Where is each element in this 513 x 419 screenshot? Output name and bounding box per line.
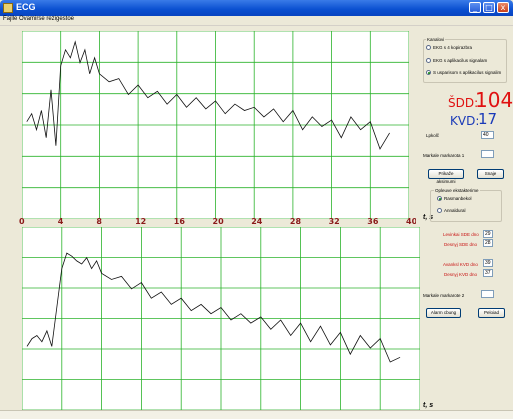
kvd-value: 17	[478, 110, 498, 128]
save-button[interactable]: Snaje	[477, 169, 504, 179]
ecg-chart-upper	[21, 30, 410, 220]
show-button[interactable]: Prikaže aksimumi	[428, 169, 464, 184]
ecg-chart-lower	[21, 226, 421, 411]
x-axis-label-upper: t, s	[423, 214, 434, 221]
radio-ekg-4-label: EKG s 4 kopirazbra	[433, 45, 473, 50]
ecg-plot-lower	[21, 226, 421, 411]
channel-group-title: Kanalovi	[426, 37, 446, 42]
x-tick-label: 16	[174, 217, 186, 226]
minimize-button[interactable]: _	[469, 2, 481, 13]
field2-label: Desnyj SDE dno	[444, 242, 478, 247]
kvd-label: KVD:	[450, 114, 480, 128]
field4-label: Desnyj KVD dno	[444, 272, 478, 277]
radio-ekg-4[interactable]	[426, 45, 431, 50]
menu-bar: Fajlle Ovamirse rezigestoe	[0, 16, 513, 26]
radio-view-2-label: Annaldural	[444, 208, 466, 213]
title-bar: ECG _ □ x	[0, 0, 513, 16]
field4-input[interactable]: 37	[483, 269, 493, 277]
step-label: Lpkolč	[426, 133, 440, 138]
x-tick-label: 28	[290, 217, 302, 226]
x-tick-label: 0	[19, 217, 25, 226]
radio-comparison[interactable]	[426, 70, 431, 75]
status-bar	[0, 410, 513, 419]
x-tick-label: 12	[135, 217, 146, 226]
ecg-plot-upper	[21, 30, 410, 220]
x-axis-ticks: 0 4 8 12 16 20 24 28 32 36 40	[19, 217, 416, 226]
x-tick-label: 8	[96, 217, 102, 226]
app-icon	[3, 3, 13, 13]
view-group-title: Opleuve ekstakterime	[434, 188, 480, 193]
channel-groupbox: Kanalovi	[423, 37, 507, 83]
field1-input[interactable]: 29	[483, 230, 493, 238]
maximize-button[interactable]: □	[483, 2, 495, 13]
marker2-input[interactable]	[481, 290, 494, 298]
marker2-label: Markale markarote 2	[423, 293, 465, 298]
field3-input[interactable]: 39	[483, 259, 493, 267]
radio-comparison-label: S usparisom s aplikacilus signalim	[433, 70, 502, 75]
x-tick-label: 24	[251, 217, 263, 226]
radio-view-2[interactable]	[437, 208, 442, 213]
x-tick-label: 36	[367, 217, 379, 226]
reload-button[interactable]: Peloiad	[478, 308, 505, 318]
radio-ekg-signal[interactable]	[426, 58, 431, 63]
close-button[interactable]: x	[497, 2, 509, 13]
ecg-trace-lower	[26, 252, 401, 363]
sdd-value: 104	[475, 88, 513, 112]
radio-view-1[interactable]	[437, 196, 442, 201]
step-input[interactable]: 40	[481, 131, 494, 139]
field3-label: Avanksl KVD dno	[443, 262, 478, 267]
x-tick-label: 32	[329, 217, 340, 226]
radio-view-1-label: Rasmanbekol	[444, 196, 472, 201]
window-title: ECG	[16, 2, 36, 12]
x-tick-label: 40	[406, 217, 416, 226]
x-tick-label: 20	[213, 217, 225, 226]
menu-item-settings[interactable]: Ovamirse rezigestoe	[19, 16, 75, 22]
field1-label: Levinkai SDE dno	[443, 232, 479, 237]
x-tick-label: 4	[58, 217, 64, 226]
sdd-label: ŠDD:	[448, 96, 479, 110]
marker1-input[interactable]	[481, 150, 494, 158]
x-axis-label-lower: t, s	[423, 402, 434, 409]
menu-item-file[interactable]: Fajlle	[3, 16, 18, 22]
field2-input[interactable]: 28	[483, 239, 493, 247]
ecg-trace-upper	[26, 40, 390, 150]
alarm-button[interactable]: Alarm cbung	[426, 308, 461, 318]
view-groupbox: Opleuve ekstakterime	[430, 188, 502, 222]
radio-ekg-signal-label: EKG s aplikacilus signalam	[433, 58, 488, 63]
marker1-label: Markale markarota 1	[423, 153, 465, 158]
